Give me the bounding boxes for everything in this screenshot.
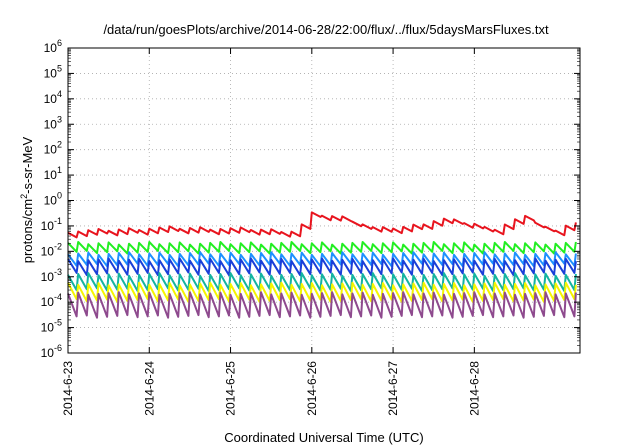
series-line bbox=[67, 257, 577, 277]
chart-title: /data/run/goesPlots/archive/2014-06-28/2… bbox=[103, 22, 549, 37]
y-tick-label: 105 bbox=[44, 63, 62, 80]
y-axis-label-prefix: protons/cm bbox=[20, 199, 35, 263]
y-axis-label: protons/cm2-s-sr-MeV bbox=[19, 136, 35, 263]
series-group bbox=[67, 211, 577, 319]
y-tick-label: 10-4 bbox=[41, 292, 62, 309]
x-tick-label: 2014-6-23 bbox=[61, 361, 75, 416]
series-line bbox=[67, 211, 577, 239]
y-tick-label: 102 bbox=[44, 140, 62, 157]
x-tick-label: 2014-6-24 bbox=[142, 361, 156, 416]
y-tick-label: 103 bbox=[44, 114, 62, 131]
y-axis-label-suffix: -s-sr-MeV bbox=[20, 136, 35, 193]
series-line bbox=[67, 281, 577, 303]
x-tick-label: 2014-6-27 bbox=[386, 361, 400, 416]
y-tick-label: 10-2 bbox=[41, 241, 62, 258]
y-tick-label: 100 bbox=[44, 191, 62, 208]
y-tick-label: 10-3 bbox=[41, 267, 62, 284]
y-tick-label: 10-1 bbox=[41, 216, 62, 233]
x-tick-label: 2014-6-25 bbox=[224, 361, 238, 416]
x-tick-label: 2014-6-28 bbox=[467, 361, 481, 416]
x-tick-label: 2014-6-26 bbox=[305, 361, 319, 416]
series-line bbox=[67, 291, 577, 319]
y-tick-label: 101 bbox=[44, 165, 62, 182]
y-tick-label: 104 bbox=[44, 89, 62, 106]
y-axis-label-sup: 2 bbox=[19, 194, 29, 199]
x-axis: 2014-6-23 2014-6-24 2014-6-25 2014-6-26 2014… bbox=[61, 48, 481, 416]
y-tick-label: 10-5 bbox=[41, 318, 62, 335]
y-tick-label: 106 bbox=[44, 38, 62, 55]
y-tick-label: 10-6 bbox=[41, 343, 62, 360]
x-axis-label: Coordinated Universal Time (UTC) bbox=[224, 430, 423, 445]
series-line bbox=[67, 241, 577, 255]
y-axis: 10-6 10-5 10-4 10-3 10-2 10-1 100 101 102 103 104 1… bbox=[41, 38, 580, 360]
